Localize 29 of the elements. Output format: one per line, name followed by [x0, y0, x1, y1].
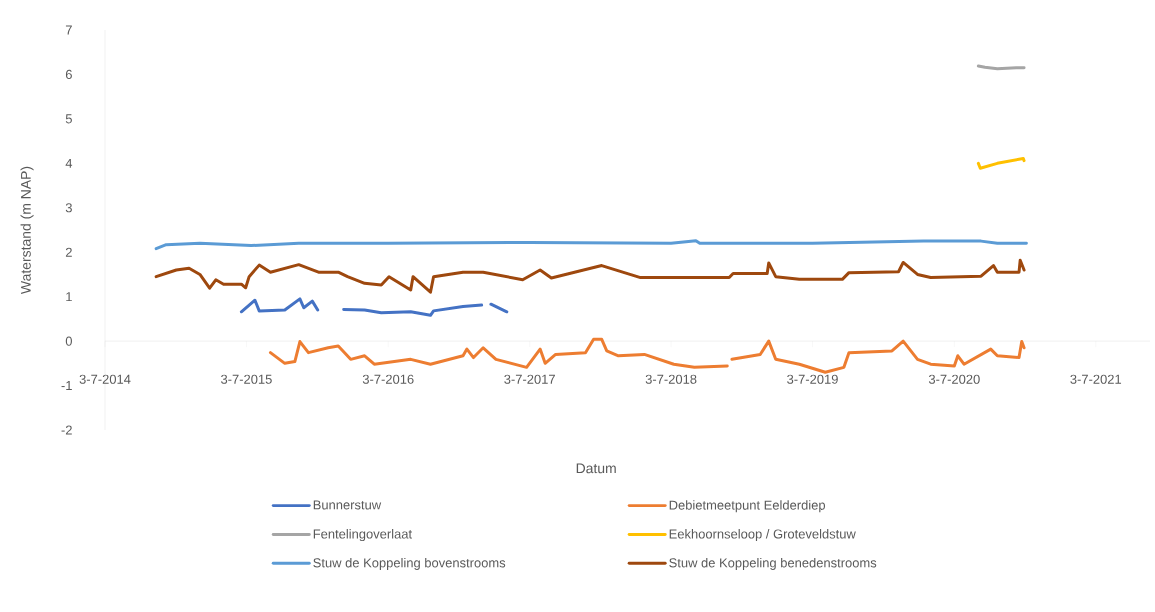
- legend-label: Debietmeetpunt Eelderdiep: [669, 500, 826, 513]
- line-series: [976, 156, 1026, 170]
- legend-label: Bunnerstuw: [313, 500, 382, 510]
- x-tick-label: 3-7-2014: [79, 374, 131, 384]
- y-tick-label: 0: [65, 336, 72, 346]
- x-tick-label: 3-7-2021: [1070, 374, 1122, 384]
- line-series: [154, 239, 1028, 251]
- x-tick-label: 3-7-2016: [362, 374, 414, 384]
- y-tick-label: -2: [61, 425, 72, 435]
- x-axis-title: Datum: [576, 463, 616, 474]
- y-tick-label: 6: [65, 69, 72, 80]
- x-tick-label: 3-7-2015: [221, 374, 272, 384]
- x-tick-label: 3-7-2020: [928, 374, 980, 384]
- y-tick-label: 7: [65, 25, 72, 35]
- x-tick-label: 3-7-2017: [504, 374, 555, 384]
- x-tick-label: 3-7-2018: [645, 374, 697, 384]
- y-tick-label: 1: [66, 292, 72, 302]
- y-tick-label: 5: [65, 114, 72, 124]
- line-series: [154, 258, 1026, 294]
- y-tick-label: 3: [65, 203, 72, 213]
- legend-label: Eekhoornseloop / Groteveldstuw: [669, 529, 856, 542]
- legend-label: Fentelingoverlaat: [313, 529, 412, 542]
- x-tick-label: 3-7-2019: [787, 374, 838, 384]
- legend-label: Stuw de Koppeling bovenstrooms: [313, 557, 506, 570]
- y-tick-label: 2: [65, 247, 72, 257]
- legend-label: Stuw de Koppeling benedenstrooms: [669, 557, 877, 570]
- y-axis-title: Waterstand (m NAP): [20, 166, 34, 295]
- y-tick-label: -1: [61, 381, 72, 391]
- y-tick-label: 4: [65, 158, 73, 168]
